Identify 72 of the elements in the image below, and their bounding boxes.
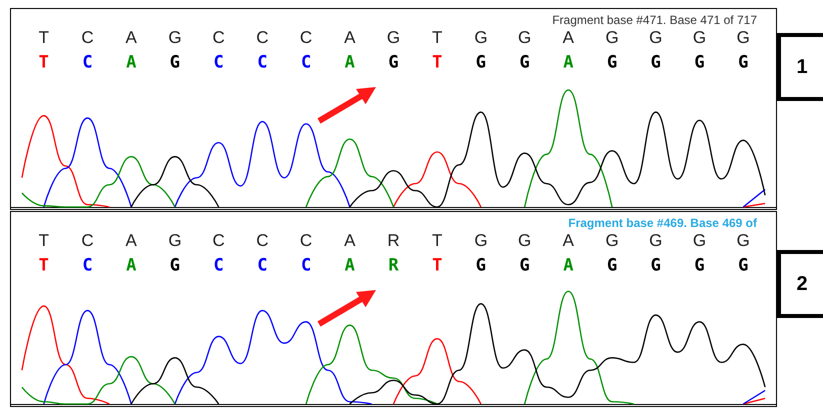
text: G xyxy=(738,52,748,72)
text: T xyxy=(432,256,442,276)
text: A xyxy=(563,52,574,72)
x-tick-label: G xyxy=(518,231,532,250)
x-tick-label: G xyxy=(474,28,488,47)
text: G xyxy=(606,256,618,276)
x-tick-label: A xyxy=(126,28,138,47)
text: G xyxy=(650,256,661,276)
x-tick-label: C xyxy=(256,28,268,47)
x-tick-label: G xyxy=(386,28,400,47)
text: C xyxy=(257,256,268,276)
text: G xyxy=(170,52,180,72)
x-tick-label: T xyxy=(38,231,49,250)
text: C xyxy=(214,52,224,72)
x-tick-label: T xyxy=(38,28,49,47)
x-tick-label: G xyxy=(649,231,662,250)
x-tick-label: G xyxy=(692,231,706,250)
x-tick-label: T xyxy=(432,231,442,250)
x-tick-label: G xyxy=(605,28,619,47)
text: C xyxy=(300,256,312,276)
text: T xyxy=(38,256,49,276)
x-tick-label: G xyxy=(168,28,182,47)
text: G xyxy=(388,52,399,72)
x-tick-label: C xyxy=(300,231,312,250)
text: G xyxy=(170,256,180,276)
chart-title: Fragment base #471. Base 471 of 717 xyxy=(552,13,758,27)
text: G xyxy=(606,52,618,72)
text: C xyxy=(300,52,312,72)
text: C xyxy=(82,256,93,276)
text: G xyxy=(476,52,486,72)
x-tick-label: G xyxy=(474,231,488,250)
text: A xyxy=(126,52,136,72)
text: G xyxy=(520,256,530,276)
text: G xyxy=(650,52,661,72)
x-tick-label: G xyxy=(649,28,662,47)
x-tick-label: G xyxy=(692,28,706,47)
x-tick-label: A xyxy=(562,231,575,250)
x-tick-label: G xyxy=(605,231,619,250)
x-tick-label: C xyxy=(300,28,312,47)
chart-title: Fragment base #469. Base 469 of xyxy=(568,216,758,230)
text: T xyxy=(38,52,49,72)
text: C xyxy=(214,256,224,276)
x-tick-label: C xyxy=(256,231,268,250)
text: T xyxy=(432,52,442,72)
text: A xyxy=(563,256,574,276)
x-tick-label: G xyxy=(736,231,750,250)
text: A xyxy=(344,52,355,72)
x-tick-label: T xyxy=(432,28,442,47)
text: G xyxy=(476,256,486,276)
x-tick-label: C xyxy=(81,28,94,47)
text: A xyxy=(126,256,136,276)
x-tick-label: G xyxy=(518,28,532,47)
text: G xyxy=(694,256,705,276)
text: C xyxy=(257,52,268,72)
x-tick-label: A xyxy=(344,231,356,250)
x-tick-label: G xyxy=(168,231,182,250)
text: G xyxy=(694,52,705,72)
text: A xyxy=(344,256,355,276)
text: C xyxy=(82,52,93,72)
x-tick-label: C xyxy=(81,231,94,250)
x-tick-label: R xyxy=(387,231,400,250)
x-tick-label: A xyxy=(126,231,138,250)
label-box: 2 xyxy=(777,250,823,318)
x-tick-label: C xyxy=(212,28,225,47)
x-tick-label: G xyxy=(736,28,750,47)
text: G xyxy=(738,256,748,276)
text: R xyxy=(388,256,400,276)
x-tick-label: C xyxy=(212,231,225,250)
x-tick-label: A xyxy=(562,28,575,47)
label-box: 1 xyxy=(777,33,823,101)
x-tick-label: A xyxy=(344,28,356,47)
text: G xyxy=(520,52,530,72)
